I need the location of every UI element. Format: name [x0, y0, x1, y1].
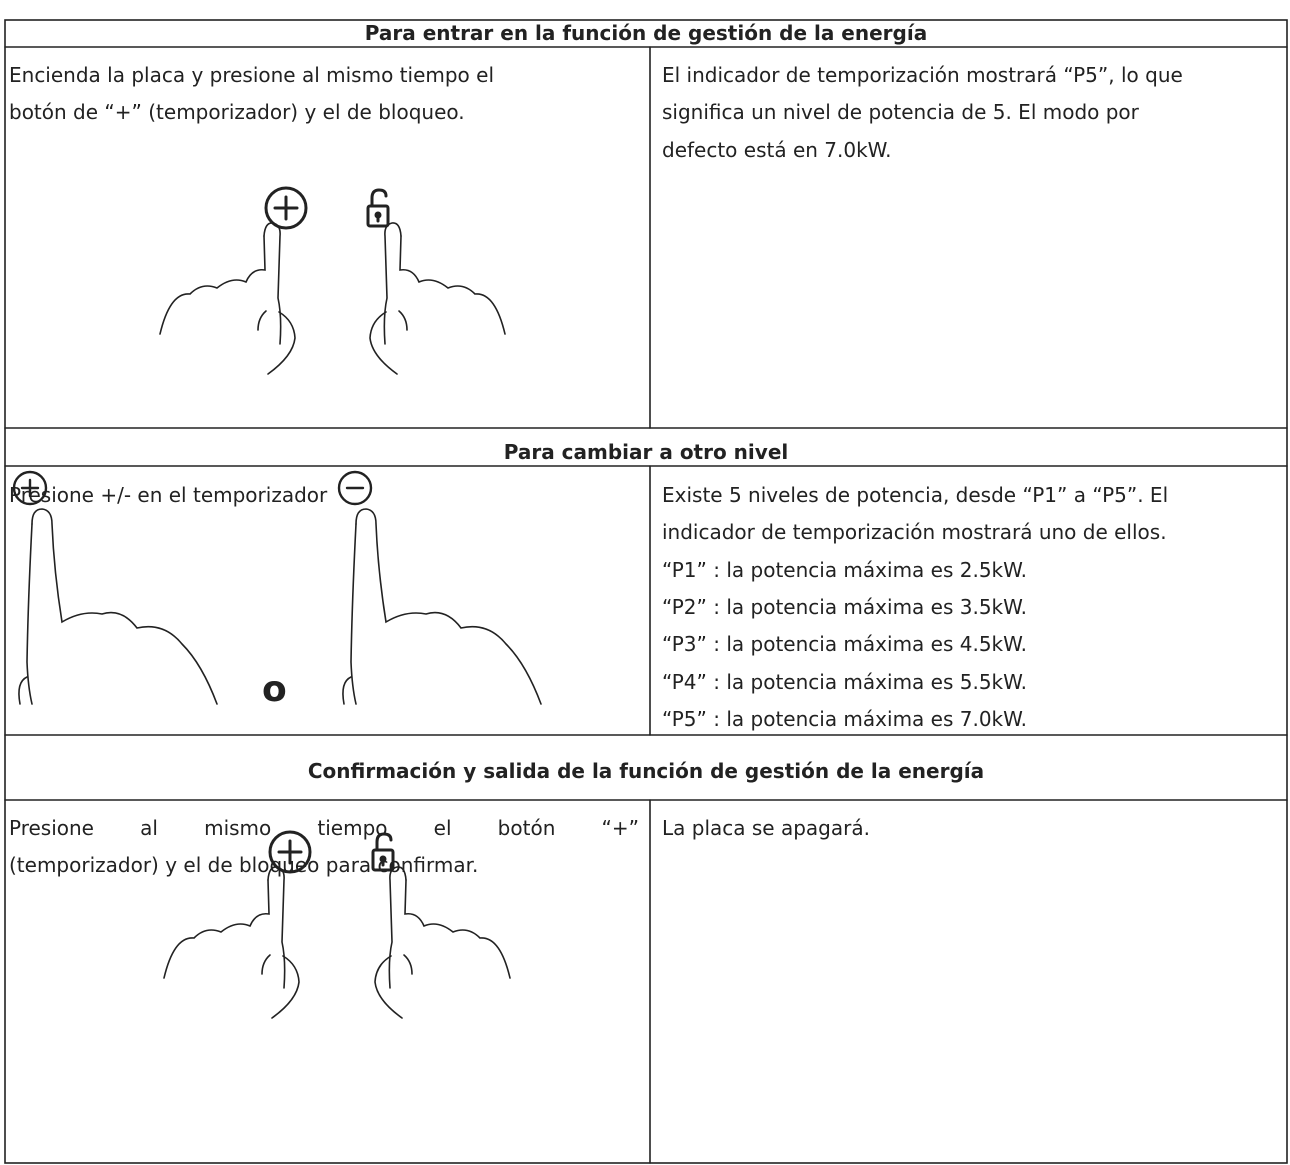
right-text-line: “P4” : la potencia máxima es 5.5kW.: [662, 669, 1027, 694]
section-title: Para cambiar a otro nivel: [503, 440, 789, 464]
left-text-line: (temporizador) y el de bloqueo para conf…: [9, 853, 479, 878]
right-text-line: indicador de temporización mostrará uno …: [662, 520, 1167, 545]
right-text-line: “P1” : la potencia máxima es 2.5kW.: [662, 557, 1027, 582]
right-text-line: defecto está en 7.0kW.: [662, 137, 892, 162]
left-text-line: botón de “+” (temporizador) y el de bloq…: [9, 100, 465, 125]
hand-lock-icon: [366, 188, 506, 375]
table-border: [4, 19, 1288, 1164]
left-text-line: Presione al mismo tiempo el botón “+”: [9, 816, 639, 840]
right-text-line: significa un nivel de potencia de 5. El …: [662, 100, 1139, 125]
section-title: Confirmación y salida de la función de g…: [307, 759, 985, 783]
right-text-line: Existe 5 niveles de potencia, desde “P1”…: [662, 483, 1169, 507]
separator-label: o: [262, 669, 287, 710]
left-text-line: Presione +/- en el temporizador: [9, 483, 328, 507]
section-title: Para entrar en la función de gestión de …: [364, 21, 928, 45]
right-text-line: El indicador de temporización mostrará “…: [662, 63, 1183, 87]
hand-plus-small-icon: [12, 470, 218, 705]
left-text-line: Encienda la placa y presione al mismo ti…: [9, 63, 495, 87]
right-text-line: “P3” : la potencia máxima es 4.5kW.: [662, 632, 1027, 657]
right-text-line: La placa se apagará.: [662, 816, 870, 840]
right-text-line: “P5” : la potencia máxima es 7.0kW.: [662, 706, 1027, 731]
hand-plus-icon: [159, 186, 308, 375]
hand-minus-icon: [337, 470, 542, 705]
right-text-line: “P2” : la potencia máxima es 3.5kW.: [662, 594, 1027, 619]
